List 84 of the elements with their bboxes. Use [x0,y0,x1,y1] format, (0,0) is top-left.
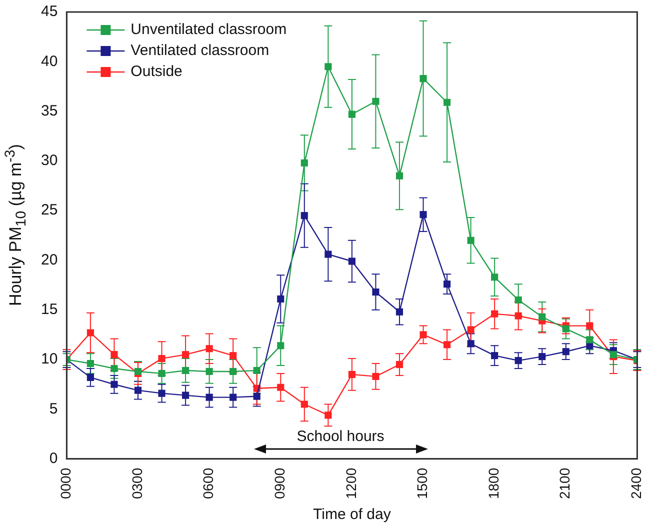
point [420,74,427,82]
point [206,394,213,401]
point [467,340,474,348]
y-tick-label: 45 [40,3,58,20]
x-tick-label: 1800 [485,468,502,500]
point [230,394,237,401]
point [491,274,498,281]
point [324,412,332,419]
point [348,370,356,378]
point [206,368,213,376]
point [514,312,522,320]
x-tick-label: 1200 [342,468,359,500]
point [182,366,190,374]
point [348,258,356,265]
point [86,360,94,368]
point [372,288,380,296]
point [300,400,308,408]
point [514,357,522,364]
point [158,390,166,397]
point [443,98,451,106]
x-tick-label: 0900 [271,468,288,500]
x-tick-label: 2100 [556,468,573,500]
point [230,352,237,360]
point [158,370,166,377]
point [110,351,118,358]
point [324,250,332,258]
legend-label: Unventilated classroom [130,21,287,38]
point [300,212,308,220]
x-axis-title: Time of day [313,506,392,524]
point [420,211,427,218]
point [86,329,94,336]
point [443,341,451,348]
point [206,345,213,352]
y-tick-label: 20 [40,251,58,268]
point [562,325,570,332]
point [158,355,166,362]
point [514,296,522,304]
point [253,392,260,400]
point [277,384,284,391]
y-tick-label: 5 [49,400,58,418]
point [491,352,498,360]
point [348,110,356,118]
x-tick-label: 0600 [200,468,216,500]
legend-label: Ventilated classroom [130,42,270,60]
y-tick-label: 25 [40,202,58,219]
point [396,308,404,316]
point [110,380,118,388]
x-tick-label: 0300 [128,468,145,500]
y-tick-label: 35 [40,102,58,120]
point [110,364,118,372]
point [538,313,546,320]
y-tick-label: 15 [40,301,58,318]
point [372,98,380,105]
point [586,336,594,344]
annotation: School hours [296,428,384,445]
point [134,386,142,394]
point [586,322,594,330]
y-tick-label: 0 [49,450,58,467]
x-tick-label: 1500 [414,468,430,500]
point [443,280,451,288]
point [324,63,332,70]
point [277,342,284,350]
point [420,331,427,338]
x-tick-label: 0000 [58,468,74,500]
y-tick-label: 10 [40,350,58,368]
point [300,159,308,166]
point [372,372,380,380]
point [538,353,546,360]
point [230,368,237,376]
x-tick-label: 2400 [628,468,644,500]
point [396,360,404,368]
legend-label: Outside [130,63,182,80]
point [562,348,570,356]
y-tick-label: 30 [40,152,58,170]
point [467,326,474,334]
point [182,351,190,358]
point [86,374,94,381]
point [396,172,404,180]
point [277,295,284,303]
point [253,366,260,374]
point [182,392,190,399]
y-tick-label: 40 [40,52,58,70]
point [491,310,498,318]
point [467,236,474,244]
